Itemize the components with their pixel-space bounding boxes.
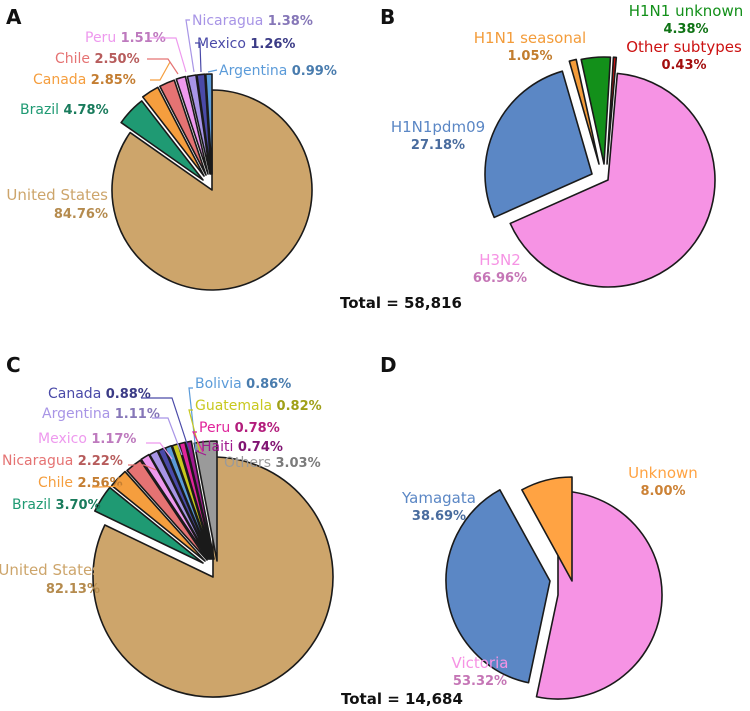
label-h1n1pdm09: H1N1pdm09 [391,118,485,136]
value-united-states: 84.76% [54,207,108,222]
label-brazil: Brazil 3.70% [12,497,101,513]
label-victoria: Victoria [452,654,509,672]
value-h3n2: 66.96% [473,271,527,286]
value-victoria: 53.32% [453,674,507,689]
slice-mexico [196,73,212,175]
slice-chile [159,79,207,176]
label-mexico: Mexico 1.26% [197,36,295,52]
label-h1n1-seasonal: H1N1 seasonal [474,29,586,47]
slice-mexico [140,453,209,560]
slice-h1n1-unknown [580,56,612,165]
label-unknown: Unknown [628,464,698,482]
label-united-states: United States [6,186,108,204]
leader-mexico [146,442,173,460]
leader-nicaragua [128,464,157,471]
slice-argentina [204,73,213,175]
label-nicaragua: Nicaragua 2.22% [2,453,123,469]
slice-haiti [185,440,215,560]
slice-brazil [120,100,204,181]
slice-h1n1-seasonal [568,58,600,165]
value-yamagata: 38.69% [412,509,466,524]
leader-nicaragua [185,19,195,73]
label-guatemala: Guatemala 0.82% [195,398,322,414]
total-label-b: Total = 58,816 [340,294,462,312]
slice-brazil [94,486,204,564]
value-united-states: 82.13% [46,582,100,597]
label-chile: Chile 2.56% [38,475,123,491]
leader-argentina [207,69,218,73]
slice-h1n1pdm09 [484,70,593,219]
leader-haiti [195,450,207,456]
panel-label-b: B [380,5,395,29]
value-h1n1-seasonal: 1.05% [507,49,552,64]
total-label-c: Total = 14,684 [341,690,463,708]
slice-argentina [148,449,210,560]
leader-chile [92,485,123,488]
label-united-states: United States [0,561,100,579]
label-canada: Canada 0.88% [48,386,151,402]
panel-label-c: C [6,353,21,377]
slice-chile [110,470,206,562]
leader-chile [147,58,179,75]
label-brazil: Brazil 4.78% [20,102,109,118]
value-other-subtypes: 0.43% [661,58,706,73]
label-chile: Chile 2.50% [55,51,140,67]
label-haiti: Haiti 0.74% [201,439,283,455]
leader-argentina [152,417,183,456]
slice-others [193,440,218,562]
leader-peru [149,37,187,73]
slice-united-states [111,89,313,291]
value-unknown: 8.00% [640,484,685,499]
label-h3n2: H3N2 [479,251,521,269]
slice-other-subtypes [606,56,618,165]
label-argentina: Argentina 0.99% [219,63,337,79]
label-h1n1-unknown: H1N1 unknown [629,2,744,20]
label-peru: Peru 1.51% [85,30,166,46]
panel-label-d: D [380,353,397,377]
label-nicaragua: Nicaragua 1.38% [192,13,313,29]
label-other-subtypes: Other subtypes [626,38,742,56]
slice-h3n2 [509,72,716,288]
slice-unknown [521,476,573,582]
leader-peru [192,431,204,453]
slice-peru [178,441,214,560]
pie-chart-a: A United States 84.76% Brazil 4.78% Canada 2… [6,5,337,291]
label-bolivia: Bolivia 0.86% [195,376,291,392]
leader-mexico [195,42,202,73]
label-yamagata: Yamagata [401,489,476,507]
slice-canada [141,86,205,177]
label-others: Others 3.03% [224,455,321,471]
value-h1n1pdm09: 27.18% [411,138,465,153]
slice-bolivia [164,444,212,560]
pie-chart-d: D Victoria 53.32% Yamagata 38.69% Unknown 8.00… [380,353,698,700]
label-canada: Canada 2.85% [33,72,136,88]
pie-chart-b: B H3N2 66.96% H1N1pdm09 27.18% H1N1 seasonal 1… [340,2,743,312]
pie-chart-c: C United States 82.13% Brazil 3.70% Chile 2.… [0,353,463,708]
slice-yamagata [445,489,551,684]
panel-label-a: A [6,5,22,29]
slice-united-states [92,456,334,698]
leader-canada [150,61,171,81]
label-mexico: Mexico 1.17% [38,431,136,447]
slice-nicaragua [186,74,211,175]
label-peru: Peru 0.78% [199,420,280,436]
leader-bolivia [188,387,197,453]
leader-canada [141,397,191,454]
value-h1n1-unknown: 4.38% [663,22,708,37]
slice-peru [175,75,209,175]
label-argentina: Argentina 1.11% [42,406,160,422]
